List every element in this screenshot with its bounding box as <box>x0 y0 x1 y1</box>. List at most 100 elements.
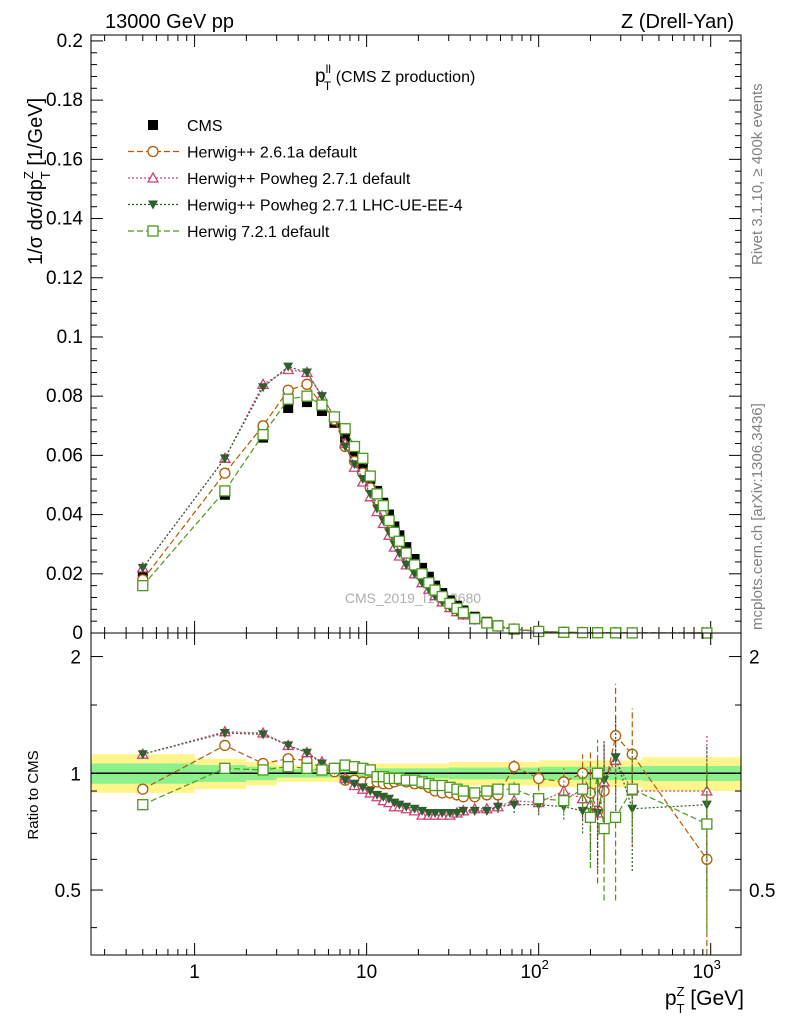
xlabel-main: p <box>665 987 677 1010</box>
data-point <box>416 568 428 580</box>
ratio-data-point <box>492 802 503 812</box>
ratio-data-point <box>492 783 504 795</box>
data-point <box>219 467 231 479</box>
x-axis-label: pZ T [GeV] <box>665 984 744 1016</box>
ratio-data-point <box>258 730 269 740</box>
ratio-data-point <box>137 783 149 795</box>
legend-label: Herwig 7.2.1 default <box>187 224 330 241</box>
ratio-y-tick-label-right: 2 <box>749 648 760 669</box>
main-y-axis: 0 0.02 0.04 0.06 0.08 0.1 0.12 0.14 0.16 0.18 0.2 <box>46 31 741 644</box>
data-point <box>357 459 368 470</box>
ratio-data-point <box>481 806 492 816</box>
main-x-axis <box>104 35 712 633</box>
ratio-series-line <box>142 734 708 860</box>
ratio-data-point <box>451 808 462 818</box>
data-point <box>348 440 361 453</box>
data-point <box>417 562 428 573</box>
ratio-data-point <box>576 783 589 795</box>
data-point <box>328 411 341 423</box>
data-point <box>219 454 230 464</box>
data-point <box>316 405 327 416</box>
rivet-version-label: Rivet 3.1.10, ≥ 400k events <box>749 83 766 265</box>
ratio-data-point <box>349 779 360 789</box>
legend-label: CMS <box>187 118 223 135</box>
main-series-group <box>136 362 713 639</box>
main-y-tick-label: 0.2 <box>57 31 83 52</box>
data-point <box>364 470 376 482</box>
ratio-data-point <box>558 795 570 807</box>
ratio-data-point <box>328 762 341 774</box>
data-point <box>492 620 504 632</box>
data-point <box>383 514 395 527</box>
x-tick-exponent: 3 <box>714 957 721 972</box>
main-y-tick-label: 0 <box>72 623 83 644</box>
main-y-tick-label: 0.18 <box>46 90 83 111</box>
x-tick-label: 1 <box>189 962 200 983</box>
data-point <box>423 577 435 589</box>
main-y-tick-label: 0.04 <box>46 505 83 526</box>
ratio-data-point <box>340 776 351 786</box>
x-tick-label: 10 <box>356 962 377 983</box>
data-point <box>371 488 383 500</box>
ratio-y-axis: 0.5 0.5 1 2 2 <box>55 648 775 929</box>
legend-marker <box>148 200 158 210</box>
ratio-data-point <box>701 818 713 830</box>
ratio-data-point <box>533 793 545 805</box>
data-point <box>301 368 312 378</box>
x-tick-exponent: 2 <box>542 957 549 972</box>
ratio-x-axis: 1 10 102 103 <box>104 633 721 983</box>
plot-title-main: p <box>315 66 326 87</box>
ratio-data-point <box>365 787 376 797</box>
ratio-data-point <box>509 800 520 810</box>
ratio-data-point <box>627 804 638 814</box>
xlabel-sub: T <box>677 1001 685 1016</box>
ratio-data-point <box>409 804 420 814</box>
ylabel-part-4: [1/GeV] <box>25 98 47 171</box>
ratio-data-point <box>364 764 376 776</box>
data-point <box>429 584 441 596</box>
legend-marker <box>147 145 159 158</box>
ratio-data-point <box>316 764 328 776</box>
ratio-data-point <box>577 806 588 816</box>
ylabel-part-1: 1/σ dσ/dp <box>25 179 47 265</box>
data-point <box>219 485 231 497</box>
data-point <box>349 447 360 458</box>
main-plot-panel: CMS_2019_I1753680 00.020.040.060.080.10.… <box>21 31 742 644</box>
ratio-data-point <box>457 785 470 797</box>
data-point <box>377 500 389 512</box>
plot-title-sub: T <box>324 79 332 93</box>
data-point <box>316 392 327 402</box>
ratio-data-point <box>591 767 604 779</box>
ylabel-part-2: Z <box>21 171 36 179</box>
ratio-y-tick-label: 1 <box>70 764 81 785</box>
data-point <box>283 403 294 414</box>
data-point <box>389 521 400 532</box>
ratio-series-herwig-7-2-1-default <box>137 739 713 932</box>
data-point <box>423 571 434 582</box>
ylabel-part-3: T <box>38 171 53 179</box>
ratio-plot-frame <box>90 632 742 956</box>
data-point <box>469 612 481 625</box>
ratio-data-point <box>626 783 638 795</box>
legend-label: Herwig++ Powheg 2.7.1 default <box>187 171 411 188</box>
ratio-y-tick-label: 0.5 <box>55 881 81 902</box>
process-label: Z (Drell-Yan) <box>621 11 734 33</box>
ratio-data-point <box>401 802 412 812</box>
ratio-data-point <box>430 808 441 818</box>
data-point <box>301 397 312 408</box>
ratio-data-point <box>469 787 481 799</box>
collision-label: 13000 GeV pp <box>105 11 234 33</box>
data-point <box>558 626 570 638</box>
main-y-tick-label: 0.16 <box>46 149 83 170</box>
ratio-y-axis-label: Ratio to CMS <box>25 750 42 839</box>
ratio-y-tick-label: 2 <box>70 648 81 669</box>
ratio-data-point <box>219 762 231 774</box>
ratio-data-point <box>384 794 395 804</box>
ratio-data-point <box>598 822 610 835</box>
data-point <box>508 623 520 635</box>
ratio-data-point <box>219 729 230 739</box>
data-point <box>393 535 406 547</box>
data-point <box>137 579 149 592</box>
legend-marker <box>147 225 159 237</box>
